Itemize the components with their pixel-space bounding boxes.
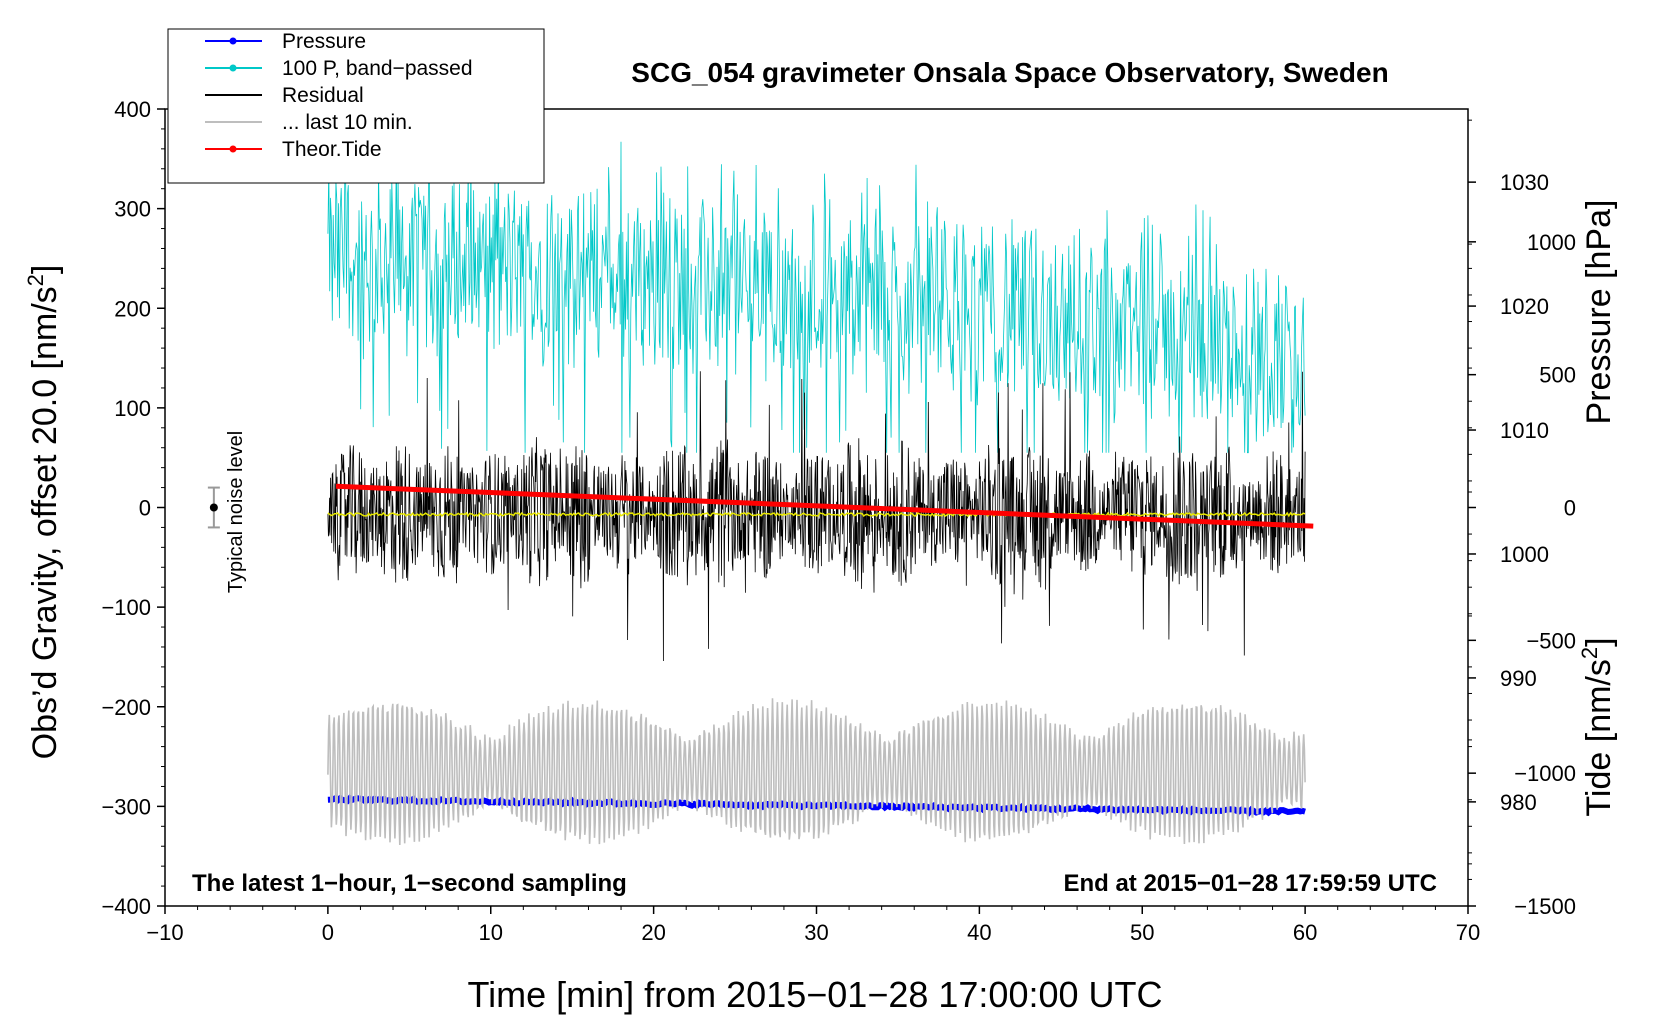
tide-tick-label: −1000 xyxy=(1514,761,1576,786)
y-tick-label: −100 xyxy=(101,595,151,620)
chart-title: SCG_054 gravimeter Onsala Space Observat… xyxy=(631,57,1388,88)
tide-tick-label: −500 xyxy=(1526,628,1576,653)
series-pressure-line xyxy=(327,794,1306,817)
legend-marker xyxy=(229,37,237,45)
x-tick-label: 40 xyxy=(967,920,991,945)
annotation-bottom-right: End at 2015−01−28 17:59:59 UTC xyxy=(1063,870,1437,897)
legend: Pressure 100 P, band−passed Residual ... la… xyxy=(167,28,545,184)
legend-marker xyxy=(229,145,237,153)
noise-level-label: Typical noise level xyxy=(225,431,247,593)
x-tick-label: 0 xyxy=(322,920,334,945)
legend-marker xyxy=(229,64,237,72)
pressure-tick-label: 980 xyxy=(1500,790,1537,815)
noise-level-indicator xyxy=(207,486,220,529)
series-band-passed-line xyxy=(327,132,1306,454)
x-axis-ticks: −10 0 10 20 30 40 50 60 70 xyxy=(146,906,1480,945)
series-residual-line xyxy=(327,371,1306,662)
noise-point xyxy=(209,503,218,512)
tide-tick-label: 0 xyxy=(1564,496,1576,521)
series-layer xyxy=(327,132,1314,846)
y-axis-label-left-sup: 2 xyxy=(23,274,48,286)
x-tick-label: 30 xyxy=(804,920,828,945)
legend-box xyxy=(167,28,545,184)
legend-label: Pressure xyxy=(282,30,366,53)
y-axis-label-tide-main: Tide [nm/s xyxy=(1580,659,1618,816)
legend-label: ... last 10 min. xyxy=(282,111,413,134)
y-axis-label-left: Obs’d Gravity, offset 20.0 [nm/s2] xyxy=(23,265,64,760)
x-tick-label: 60 xyxy=(1293,920,1317,945)
legend-label: Theor.Tide xyxy=(282,138,382,161)
pressure-tick-label: 1020 xyxy=(1500,294,1549,319)
y-tick-label: −400 xyxy=(101,894,151,919)
y-tick-label: 100 xyxy=(114,396,151,421)
legend-label: Residual xyxy=(282,84,364,107)
x-tick-label: 10 xyxy=(479,920,503,945)
x-tick-label: 50 xyxy=(1130,920,1154,945)
series-last-10-min-line xyxy=(327,698,1306,846)
tide-tick-label: 1000 xyxy=(1527,230,1576,255)
y-tick-label: 300 xyxy=(114,197,151,222)
x-tick-label: 20 xyxy=(641,920,665,945)
y-tick-label: −200 xyxy=(101,695,151,720)
legend-label: 100 P, band−passed xyxy=(282,57,473,80)
series-theor-tide-line xyxy=(335,483,1314,529)
tide-tick-label: −1500 xyxy=(1514,894,1576,919)
y-tick-label: 0 xyxy=(139,496,151,521)
y-tick-label: 400 xyxy=(114,97,151,122)
pressure-tick-label: 1030 xyxy=(1500,170,1549,195)
y-axis-label-tide: Tide [nm/s2] xyxy=(1577,637,1618,816)
y-tick-label: 200 xyxy=(114,296,151,321)
pressure-tick-label: 1010 xyxy=(1500,418,1549,443)
y-axis-label-tide-sup: 2 xyxy=(1577,647,1602,659)
y-axis-label-tide-end: ] xyxy=(1580,637,1618,646)
y-axis-label-pressure: Pressure [hPa] xyxy=(1580,200,1618,425)
y-axis-label-left-main: Obs’d Gravity, offset 20.0 [nm/s xyxy=(26,286,64,759)
y-axis-left-ticks: 400 300 200 100 0 −100 −200 −300 −400 xyxy=(101,97,165,919)
y-axis-pressure-ticks: 1030 1020 1010 1000 990 980 xyxy=(1468,119,1549,865)
annotation-bottom-left: The latest 1−hour, 1−second sampling xyxy=(192,870,627,897)
y-axis-tide-ticks: 1000 500 0 −500 −1000 −1500 xyxy=(1468,230,1576,919)
pressure-tick-label: 990 xyxy=(1500,666,1537,691)
x-tick-label: −10 xyxy=(146,920,183,945)
x-axis-label: Time [min] from 2015−01−28 17:00:00 UTC xyxy=(467,974,1162,1015)
tide-tick-label: 500 xyxy=(1539,363,1576,388)
pressure-tick-label: 1000 xyxy=(1500,542,1549,567)
y-tick-label: −300 xyxy=(101,794,151,819)
y-axis-label-left-end: ] xyxy=(26,265,64,274)
x-tick-label: 70 xyxy=(1456,920,1480,945)
series-smoothed-line xyxy=(327,511,1306,518)
